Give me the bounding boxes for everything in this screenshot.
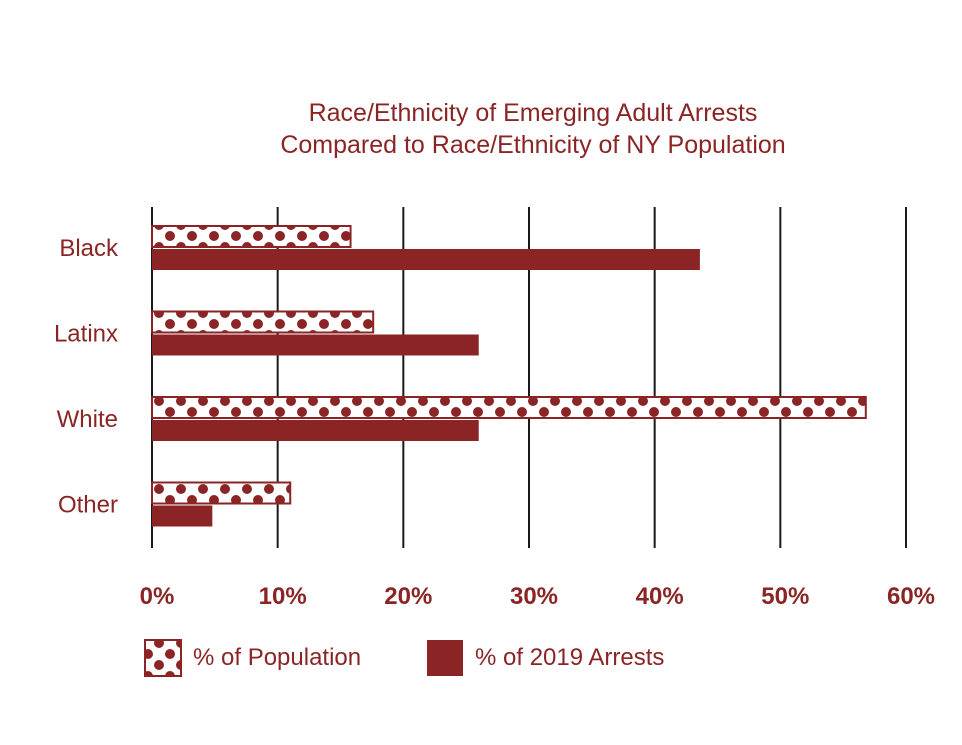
legend: % of Population % of 2019 Arrests <box>144 639 664 677</box>
legend-label-population: % of Population <box>193 644 361 671</box>
bars <box>151 225 867 527</box>
category-label: White <box>57 406 118 433</box>
category-labels: Black Latinx White Other <box>54 235 119 519</box>
x-tick-labels: 0% 10% 20% 30% 40% 50% 60% <box>140 583 935 610</box>
bar-arrests <box>152 334 479 356</box>
x-tick-label: 10% <box>259 583 307 610</box>
bar-arrests <box>152 249 700 270</box>
bar-population <box>151 225 352 248</box>
category-label: Black <box>59 235 119 262</box>
legend-swatch-arrests <box>427 640 463 676</box>
chart-title: Race/Ethnicity of Emerging Adult Arrests <box>309 99 758 127</box>
bar-arrests <box>152 505 213 527</box>
category-label: Latinx <box>54 321 118 348</box>
x-tick-label: 40% <box>636 583 684 610</box>
x-tick-label: 20% <box>384 583 432 610</box>
legend-swatch-population <box>144 639 182 677</box>
x-tick-label: 0% <box>140 583 175 610</box>
x-tick-label: 50% <box>761 583 809 610</box>
bar-population <box>151 481 292 505</box>
bar-population <box>151 310 375 334</box>
bar-arrests <box>152 420 479 441</box>
bar-population <box>151 396 867 419</box>
legend-label-arrests: % of 2019 Arrests <box>475 644 664 671</box>
category-label: Other <box>58 492 118 519</box>
x-tick-label: 30% <box>510 583 558 610</box>
chart-subtitle: Compared to Race/Ethnicity of NY Populat… <box>280 131 785 159</box>
x-tick-label: 60% <box>887 583 935 610</box>
